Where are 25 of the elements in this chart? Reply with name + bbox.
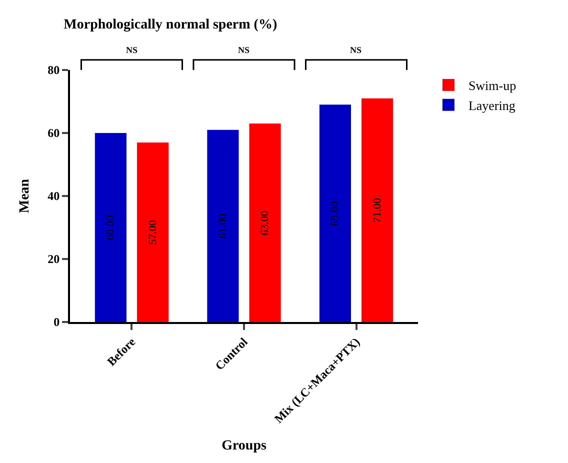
data-label: 60.00: [104, 214, 117, 240]
chart-title: Morphologically normal sperm (%): [64, 17, 278, 32]
text: NS: [350, 45, 362, 55]
data-label: 69.00: [329, 200, 342, 226]
y-axis-title: Mean: [18, 178, 33, 214]
data-label: 61.00: [216, 213, 229, 239]
bar: [137, 142, 169, 322]
text: NS: [238, 45, 250, 55]
y-tick-label: 80: [48, 63, 60, 78]
bar: [362, 98, 394, 322]
legend-label: Swim-up: [468, 78, 516, 94]
text: NS: [126, 45, 138, 55]
y-tick-label: 0: [54, 315, 60, 330]
bar: [249, 124, 281, 322]
data-label: 57.00: [146, 220, 159, 245]
bar: [207, 130, 239, 322]
y-tick-label: 40: [48, 189, 60, 204]
legend-label: Layering: [468, 98, 516, 113]
bar: [94, 133, 126, 322]
x-axis-title: Groups: [222, 438, 267, 454]
y-tick-label: 60: [48, 126, 60, 140]
y-tick-label: 20: [48, 252, 60, 266]
data-label: 71.00: [371, 198, 384, 223]
data-label: 63.00: [259, 210, 272, 236]
bar: [319, 104, 351, 322]
